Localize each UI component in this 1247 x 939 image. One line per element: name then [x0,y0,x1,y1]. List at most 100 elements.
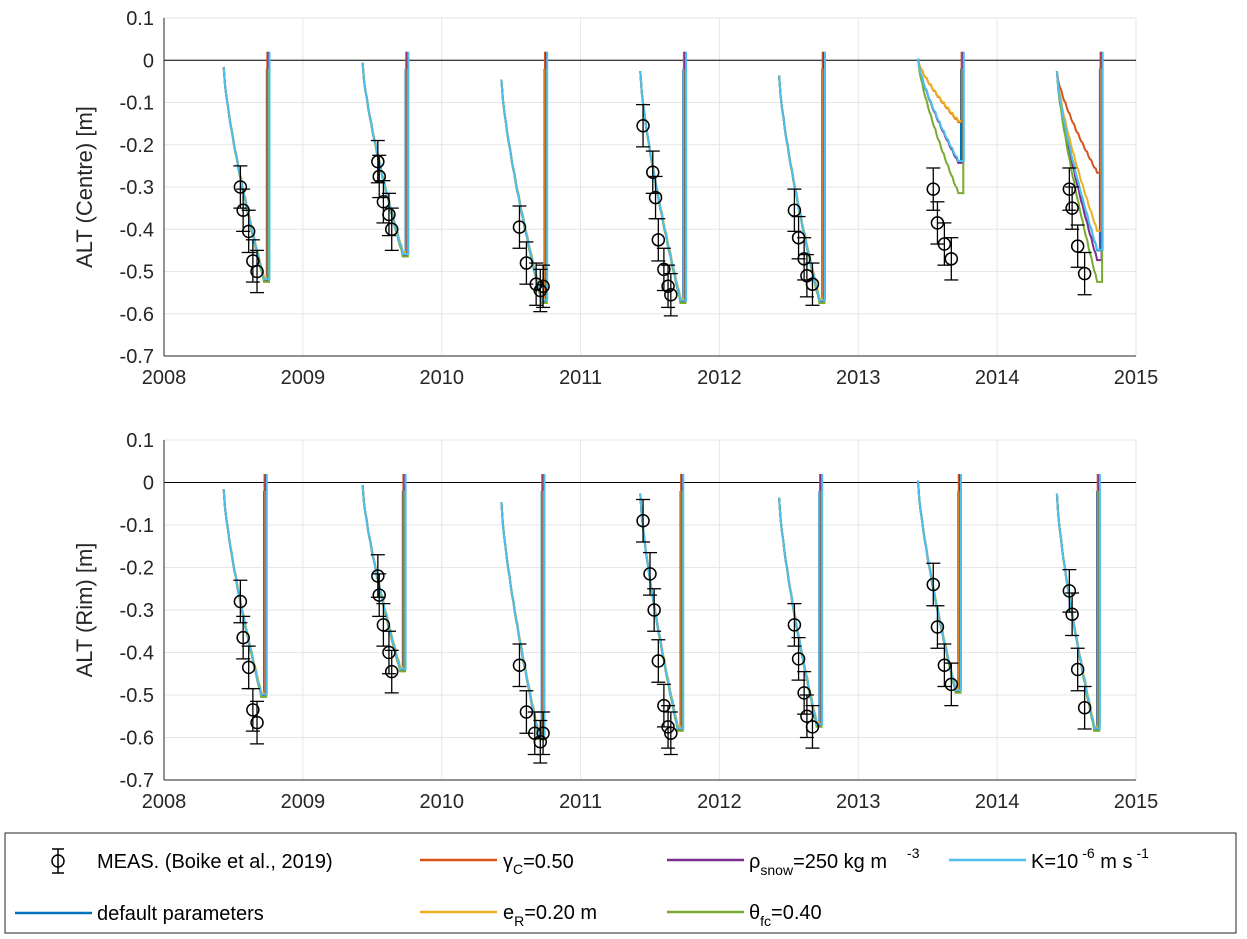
y-tick-label: -0.5 [120,262,154,284]
measurement-point [647,603,661,617]
legend-entry-rho: ρsnow=250 kg m -3 [667,845,920,878]
measurement-point [512,658,527,672]
measurement-point [1070,662,1085,677]
x-tick-label: 2009 [281,791,326,813]
measurement-point [241,660,256,675]
x-tick-label: 2010 [419,367,464,389]
measurement-point [930,620,945,634]
measurement-point [944,252,959,266]
measurement-point [657,262,671,277]
measurement-point [250,715,264,730]
measurements [233,498,1092,764]
legend-label-theta: θfc=0.40 [749,902,822,929]
legend-entry-gamma: γC=0.50 [420,851,574,877]
y-tick-label: -0.5 [120,685,154,707]
measurement-point [661,279,675,294]
model-line-K-2012 [778,51,826,302]
y-tick-label: -0.2 [120,558,154,580]
x-tick-label: 2012 [697,791,742,813]
model-line-K-2008 [222,51,271,281]
measurement-point [536,726,550,740]
measurement-point [664,287,678,302]
model-line-K-2013 [917,51,965,162]
x-tick-label: 2011 [559,791,602,813]
measurement-point [787,618,802,632]
measurement-point [372,169,386,184]
model-line-eR-2013 [917,58,964,123]
measurement-point [797,252,811,266]
measurement-point [372,588,386,602]
model-line-K-2009 [361,51,410,255]
measurement-point [371,569,385,583]
legend-entry-default: default parameters [15,903,264,925]
measurement-point [384,664,399,679]
x-tick-label: 2013 [836,791,881,813]
measurement-point [648,190,663,205]
x-tick-label: 2015 [1114,367,1159,389]
measurement-point [664,726,678,740]
measurement-point [233,180,248,194]
legend: MEAS. (Boike et al., 2019) default param… [4,832,1237,934]
measurement-point [1077,701,1092,715]
x-tick-label: 2008 [142,791,187,813]
model-line-gamma-2014 [1055,51,1102,174]
y-tick-label: 0.1 [126,8,154,30]
x-tick-label: 2014 [975,367,1020,389]
y-tick-label: -0.6 [120,304,154,326]
legend-entry-er: eR=0.20 m [420,902,597,929]
measurement-point [944,677,959,692]
model-line-K-2011 [639,51,688,302]
legend-entry-meas: MEAS. (Boike et al., 2019) [51,848,333,874]
measurements [233,103,1092,317]
legend-meas-symbol [51,848,65,874]
measurement-point [651,654,666,668]
y-axis-label: ALT (Rim) [m] [72,543,97,678]
measurement-point [661,720,675,734]
y-axis-label: ALT (Centre) [m] [72,106,97,268]
measurement-point [643,567,657,581]
measurement-point [250,264,264,279]
measurement-point [636,514,650,528]
measurement-point [1062,584,1077,598]
y-tick-label: -0.3 [120,177,154,199]
y-tick-label: -0.4 [120,219,154,241]
measurement-point [384,222,399,236]
x-tick-label: 2010 [419,791,464,813]
legend-label-k: K=10 -6 m s -1 [1031,845,1149,873]
model-line-K-2014 [1055,51,1104,251]
x-tick-label: 2012 [697,367,742,389]
measurement-point [636,118,650,133]
x-tick-label: 2009 [281,367,326,389]
y-tick-label: 0 [143,50,154,72]
model-line-theta-2013 [917,58,965,195]
legend-label-er: eR=0.20 m [503,902,597,929]
y-tick-label: -0.7 [120,770,154,792]
measurement-point [926,577,941,592]
x-tick-label: 2014 [975,791,1020,813]
measurement-point [937,658,952,672]
y-tick-label: -0.1 [120,515,154,537]
model-line-theta-2014 [1055,68,1104,283]
measurement-point [512,220,527,234]
measurement-point [1062,182,1077,196]
measurement-point [233,594,248,609]
y-tick-label: -0.2 [120,135,154,157]
measurement-point [791,652,806,666]
legend-box [4,832,1237,934]
measurement-point [805,277,820,291]
legend-label-default: default parameters [97,903,264,925]
legend-label-meas: MEAS. (Boike et al., 2019) [97,851,333,873]
y-tick-label: 0.1 [126,430,154,452]
x-tick-label: 2011 [559,367,602,389]
measurement-point [382,645,396,660]
measurement-point [246,703,260,717]
measurement-point [1065,607,1079,621]
measurement-point [1077,266,1092,281]
x-tick-label: 2015 [1114,791,1159,813]
x-tick-label: 2013 [836,367,881,389]
model-line-K-2010 [500,51,549,302]
legend-label-rho: ρsnow=250 kg m -3 [749,845,920,878]
